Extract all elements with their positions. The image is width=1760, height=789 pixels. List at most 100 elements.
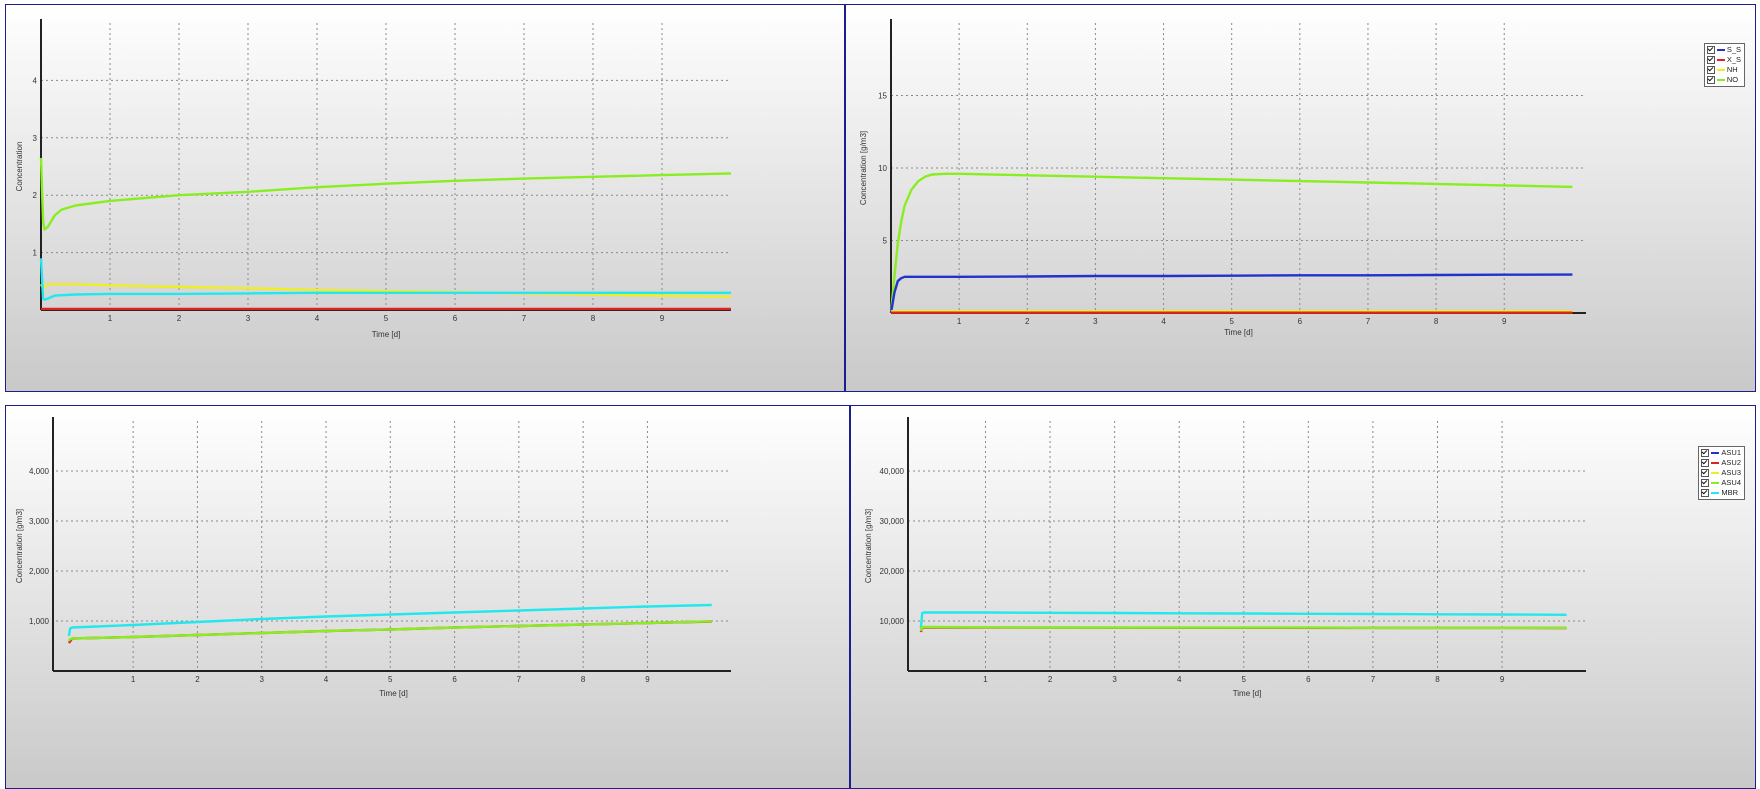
y-axis-title: Concentration [g/m3]: [859, 131, 868, 205]
x-tick-label: 2: [1048, 675, 1053, 684]
y-tick-label: 30,000: [880, 517, 905, 526]
x-tick-label: 5: [388, 675, 393, 684]
legend-item[interactable]: MBR: [1701, 488, 1741, 498]
legend-swatch: [1711, 472, 1720, 474]
legend-label: S_S: [1726, 45, 1741, 54]
x-tick-label: 6: [452, 675, 457, 684]
legend-item[interactable]: ASU4: [1701, 478, 1741, 488]
series-line: [39, 157, 732, 231]
legend-swatch: [1716, 59, 1725, 61]
x-tick-label: 6: [453, 314, 458, 323]
legend-swatch: [1716, 79, 1725, 81]
legend-top-right: S_S X_S NH NO: [1703, 43, 1745, 87]
legend-item[interactable]: ASU3: [1701, 468, 1741, 478]
legend-swatch: [1711, 492, 1720, 494]
chart-top-left: 1 2 3 4 5 6 7 8 9 1 2 3 4 Time [d] Concentration: [15, 19, 732, 339]
y-tick-label: 4: [33, 76, 38, 85]
chart-panel-top-right: 1 2 3 4 5 6 7 8 9 5 10 15 Time [d] Concentration [g/m…: [845, 4, 1756, 392]
chart-bottom-left: 1 2 3 4 5 6 7 8 9 1,000 2,000 3,000 4,000 Time [d] Con…: [15, 417, 731, 698]
y-tick-label: 5: [883, 237, 888, 246]
legend-label: ASU1: [1721, 448, 1741, 457]
x-tick-label: 3: [1112, 675, 1117, 684]
x-tick-label: 1: [131, 675, 136, 684]
y-tick-label: 20,000: [880, 567, 905, 576]
chart-panel-bottom-left: 1 2 3 4 5 6 7 8 9 1,000 2,000 3,000 4,000 Time [d] Con…: [5, 405, 850, 789]
x-tick-label: 7: [522, 314, 527, 323]
legend-checkbox[interactable]: [1706, 56, 1715, 64]
x-tick-label: 9: [660, 314, 665, 323]
legend-checkbox[interactable]: [1706, 46, 1715, 54]
x-tick-label: 9: [1502, 317, 1507, 326]
x-tick-label: 6: [1306, 675, 1311, 684]
legend-item[interactable]: ASU1: [1701, 448, 1741, 458]
legend-swatch: [1716, 49, 1725, 51]
legend-label: NO: [1726, 75, 1739, 84]
legend-checkbox[interactable]: [1706, 76, 1715, 84]
legend-checkbox[interactable]: [1706, 66, 1715, 74]
legend-item[interactable]: S_S: [1706, 45, 1741, 55]
legend-checkbox[interactable]: [1701, 459, 1710, 467]
chart-panel-top-left: 1 2 3 4 5 6 7 8 9 1 2 3 4 Time [d] Concentration: [5, 4, 845, 392]
y-tick-label: 40,000: [880, 467, 905, 476]
series-line: [39, 283, 732, 298]
x-tick-label: 8: [1434, 317, 1439, 326]
x-axis-title: Time [d]: [379, 689, 408, 698]
x-axis-title: Time [d]: [372, 330, 401, 339]
series-line: [889, 273, 1573, 314]
y-tick-label: 3: [33, 134, 38, 143]
series-line: [919, 611, 1567, 629]
x-tick-label: 3: [259, 675, 264, 684]
x-tick-label: 5: [1242, 675, 1247, 684]
x-tick-label: 7: [1371, 675, 1376, 684]
series-line: [67, 620, 712, 642]
x-tick-label: 9: [645, 675, 650, 684]
y-axis-title: Concentration [g/m3]: [864, 509, 873, 583]
x-tick-label: 1: [983, 675, 988, 684]
series-line: [39, 258, 731, 301]
x-tick-label: 4: [315, 314, 320, 323]
y-tick-label: 4,000: [29, 467, 50, 476]
legend-label: ASU2: [1721, 458, 1741, 467]
x-tick-label: 4: [1177, 675, 1182, 684]
legend-label: NH: [1726, 65, 1738, 74]
x-tick-label: 6: [1298, 317, 1303, 326]
series-line: [889, 172, 1573, 314]
legend-checkbox[interactable]: [1701, 469, 1710, 477]
x-axis-title: Time [d]: [1224, 328, 1253, 337]
y-axis-title: Concentration [g/m3]: [15, 509, 24, 583]
legend-swatch: [1711, 462, 1720, 464]
x-tick-label: 2: [177, 314, 182, 323]
x-tick-label: 8: [581, 675, 586, 684]
y-axis-title: Concentration: [15, 142, 24, 192]
x-tick-label: 4: [1161, 317, 1166, 326]
chart-bottom-right: 1 2 3 4 5 6 7 8 9 10,000 20,000 30,000 40,000 Time [d…: [864, 417, 1586, 698]
legend-label: MBR: [1721, 488, 1739, 497]
x-tick-label: 2: [195, 675, 200, 684]
legend-label: X_S: [1726, 55, 1741, 64]
y-tick-label: 1: [33, 249, 38, 258]
legend-swatch: [1716, 69, 1725, 71]
y-tick-label: 3,000: [29, 517, 50, 526]
y-tick-label: 10: [878, 164, 887, 173]
x-tick-label: 9: [1500, 675, 1505, 684]
x-tick-label: 8: [591, 314, 596, 323]
x-axis-title: Time [d]: [1233, 689, 1262, 698]
x-tick-label: 5: [384, 314, 389, 323]
y-tick-label: 10,000: [880, 617, 905, 626]
x-tick-label: 3: [1093, 317, 1098, 326]
x-tick-label: 4: [324, 675, 329, 684]
legend-item[interactable]: X_S: [1706, 55, 1741, 65]
legend-item[interactable]: NO: [1706, 75, 1741, 85]
x-tick-label: 2: [1025, 317, 1030, 326]
legend-checkbox[interactable]: [1701, 479, 1710, 487]
legend-checkbox[interactable]: [1701, 449, 1710, 457]
legend-item[interactable]: NH: [1706, 65, 1741, 75]
y-tick-label: 15: [878, 92, 887, 101]
series-line: [67, 603, 712, 637]
series-line: [919, 625, 1567, 632]
chart-panel-bottom-right: 1 2 3 4 5 6 7 8 9 10,000 20,000 30,000 40,000 Time [d…: [850, 405, 1756, 789]
legend-swatch: [1711, 452, 1720, 454]
legend-checkbox[interactable]: [1701, 489, 1710, 497]
y-tick-label: 1,000: [29, 617, 50, 626]
legend-item[interactable]: ASU2: [1701, 458, 1741, 468]
